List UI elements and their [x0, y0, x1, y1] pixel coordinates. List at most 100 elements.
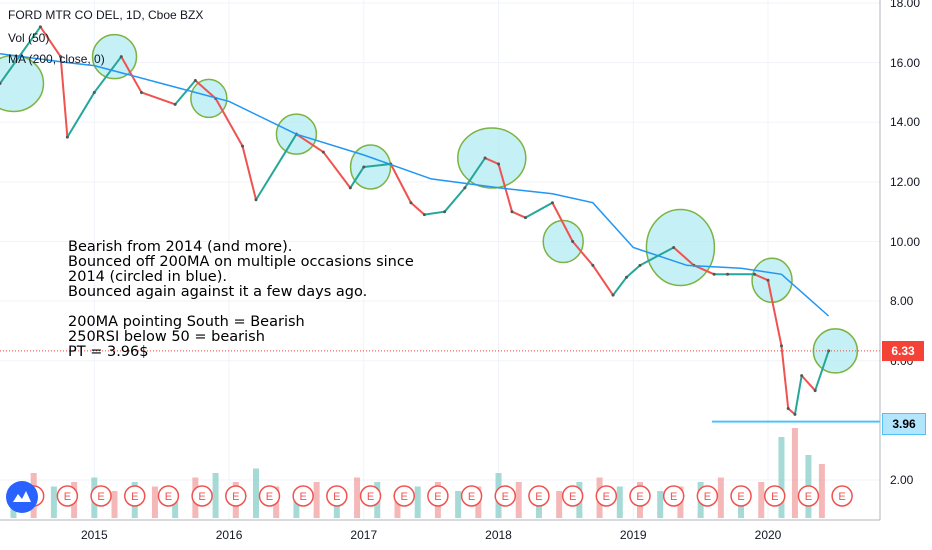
earnings-marker: [427, 485, 449, 507]
price-point: [65, 135, 69, 139]
earnings-marker: [797, 485, 820, 507]
earnings-marker: [258, 485, 281, 507]
price-point: [193, 79, 197, 83]
price-point: [712, 272, 716, 276]
price-point: [726, 272, 730, 276]
price-point: [779, 344, 783, 348]
earnings-marker: [595, 485, 618, 507]
price-point: [550, 201, 554, 205]
price-segment: [66, 91, 96, 138]
earnings-marker-label: E: [468, 491, 475, 503]
volume-bar: [151, 486, 158, 518]
earnings-marker-label: E: [198, 491, 205, 503]
price-segment: [424, 210, 445, 216]
price-segment: [59, 56, 69, 138]
price-series: [0, 25, 831, 416]
price-point: [241, 144, 245, 148]
price-segment: [484, 157, 499, 165]
earnings-marker: [730, 485, 752, 507]
price-segment: [754, 273, 769, 282]
price-segment: [780, 345, 790, 409]
price-point: [0, 81, 2, 85]
price-point: [443, 210, 447, 214]
tradingview-logo-icon[interactable]: [6, 481, 38, 513]
price-segment: [363, 162, 391, 168]
ma-200-line: [0, 52, 830, 317]
price-axis-tick: 2.00: [890, 473, 914, 487]
price-point: [497, 162, 501, 166]
price-segment: [241, 145, 257, 201]
price-point: [766, 278, 770, 282]
earnings-marker: [191, 485, 213, 507]
price-segment: [322, 151, 352, 189]
price-segment: [93, 56, 123, 94]
price-segment: [295, 133, 324, 153]
price-segment: [814, 350, 830, 391]
earnings-marker-label: E: [434, 491, 441, 503]
price-segment: [214, 97, 244, 147]
volume-bar: [293, 491, 300, 518]
earnings-marker-label: E: [165, 491, 172, 503]
price-segment: [120, 56, 143, 93]
earnings-marker: [629, 485, 651, 507]
earnings-marker: [359, 485, 382, 507]
price-point: [139, 90, 143, 94]
price-segment: [551, 202, 574, 242]
earnings-marker: [831, 485, 853, 507]
volume-bar: [253, 468, 259, 518]
earnings-marker-label: E: [704, 491, 711, 503]
earnings-marker-label: E: [367, 491, 374, 503]
price-point: [638, 263, 642, 267]
price-segment: [511, 210, 526, 219]
earnings-marker: [393, 485, 415, 507]
volume-bar: [354, 477, 361, 518]
earnings-marker-label: E: [97, 491, 104, 503]
highlight-circle: [542, 219, 584, 264]
price-point: [348, 186, 352, 190]
price-segment: [464, 157, 486, 189]
highlight-circles: [0, 33, 859, 374]
earnings-markers: EEEEEEEEEEEEEEEEEEEEEEEEE: [22, 485, 853, 507]
price-segment: [767, 280, 783, 347]
price-point: [793, 412, 797, 416]
ma-line: [0, 52, 830, 317]
time-axis-tick: 2019: [619, 528, 647, 542]
volume-bar: [717, 477, 724, 518]
earnings-marker-label: E: [401, 491, 408, 503]
volume-bar: [455, 491, 462, 518]
price-axis-tick: 16.00: [890, 55, 921, 70]
earnings-marker-label: E: [771, 491, 778, 503]
price-point: [510, 210, 514, 214]
volume-bar: [778, 437, 785, 518]
earnings-marker-label: E: [266, 491, 273, 503]
earnings-marker: [460, 485, 483, 507]
price-segment: [255, 133, 298, 201]
price-segment: [194, 79, 217, 100]
price-point: [321, 150, 325, 154]
price-segment: [571, 240, 594, 266]
price-axis-tick: 10.00: [890, 234, 921, 249]
earnings-marker-label: E: [569, 491, 576, 503]
price-segment: [443, 187, 466, 213]
earnings-marker-label: E: [299, 491, 306, 503]
price-axis-tick: 8.00: [890, 294, 914, 309]
price-segment: [639, 246, 675, 267]
price-point: [59, 55, 63, 59]
earnings-marker: [494, 485, 517, 507]
earnings-marker-label: E: [670, 491, 677, 503]
earnings-marker-label: E: [131, 491, 138, 503]
earnings-marker: [292, 485, 314, 507]
volume-bar: [414, 486, 421, 518]
earnings-marker-label: E: [333, 491, 340, 503]
price-point: [800, 374, 804, 378]
earnings-marker-label: E: [232, 491, 239, 503]
annotation-text: Bearish from 2014 (and more). Bounced of…: [68, 239, 414, 360]
current-price-tag: 6.33: [882, 341, 924, 361]
price-point: [362, 165, 366, 169]
volume-bar: [657, 491, 664, 518]
price-point: [813, 389, 817, 393]
earnings-marker-label: E: [535, 491, 542, 503]
time-axis-tick: 2018: [485, 528, 512, 542]
price-segment: [389, 163, 412, 204]
volume-bar: [172, 491, 179, 518]
